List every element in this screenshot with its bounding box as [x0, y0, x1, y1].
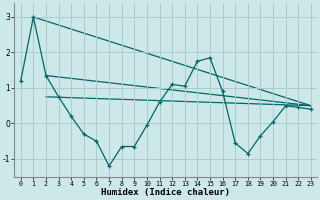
X-axis label: Humidex (Indice chaleur): Humidex (Indice chaleur) — [101, 188, 230, 197]
